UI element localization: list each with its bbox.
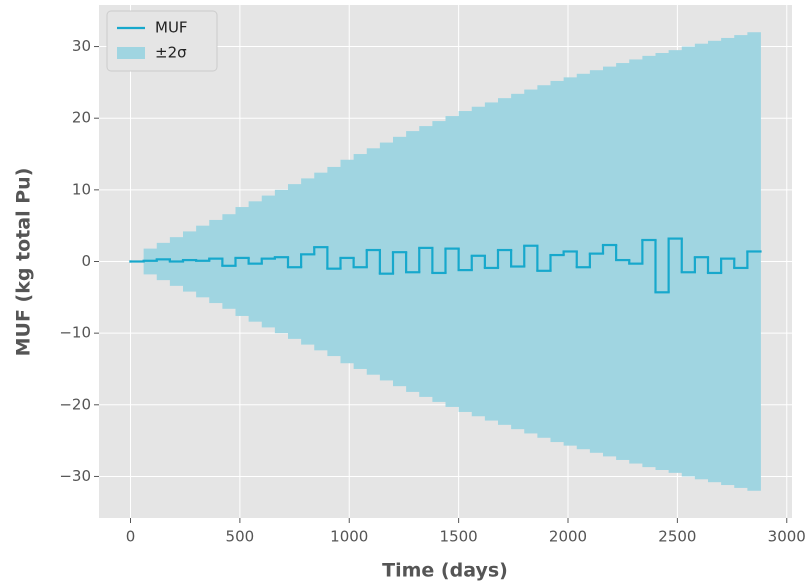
band-step (589, 70, 604, 453)
band-step (721, 37, 735, 486)
x-tick-label: 3000 (768, 528, 806, 546)
y-tick-label: −10 (59, 324, 91, 342)
band-step (458, 111, 473, 412)
band-step (642, 55, 656, 468)
x-tick-label: 2500 (658, 528, 696, 546)
band-step (235, 207, 250, 316)
band-step (484, 102, 499, 421)
y-tick-label: 10 (72, 180, 91, 198)
band-step (366, 148, 381, 375)
band-step (498, 98, 512, 425)
band-step (629, 59, 643, 464)
band-step (406, 131, 420, 392)
band-step (248, 201, 263, 322)
marks (129, 32, 762, 491)
band-step (183, 231, 197, 292)
band-step (603, 66, 617, 457)
band-step (576, 73, 591, 450)
band-step (563, 77, 578, 446)
band-step (524, 89, 538, 434)
band-step (445, 116, 460, 407)
band-step (288, 184, 302, 339)
band-step (222, 214, 236, 309)
band-step (209, 219, 223, 304)
y-tick-label: 20 (72, 109, 91, 127)
band-step (340, 159, 355, 364)
band-step (261, 195, 276, 328)
legend-label: ±2σ (155, 44, 187, 62)
band-step (616, 63, 630, 460)
x-tick-label: 500 (226, 528, 255, 546)
y-tick-label: 30 (72, 37, 91, 55)
band-step (550, 80, 565, 443)
band-step (432, 121, 446, 402)
band-step (353, 154, 368, 369)
y-axis-label: MUF (kg total Pu) (13, 168, 35, 357)
x-tick-label: 1500 (440, 528, 478, 546)
band-step (694, 43, 709, 480)
band-step (747, 32, 761, 491)
band-step (537, 85, 551, 438)
band-step (511, 93, 525, 430)
band-step (419, 126, 433, 397)
band-step (314, 172, 328, 351)
x-tick-label: 0 (126, 528, 136, 546)
band-step (379, 142, 394, 381)
band-step (708, 40, 722, 483)
legend-patch (117, 47, 145, 59)
band-step (393, 136, 407, 387)
band-step (655, 53, 670, 470)
y-tick-label: −30 (59, 467, 91, 485)
band-step (681, 46, 696, 477)
band-step (327, 166, 341, 357)
y-tick-label: −20 (59, 395, 91, 413)
band-step (274, 189, 289, 334)
y-tick-label: 0 (81, 252, 91, 270)
x-axis-label: Time (days) (382, 560, 508, 582)
x-tick-label: 1000 (330, 528, 368, 546)
band-step (734, 35, 748, 488)
legend-label: MUF (155, 19, 188, 37)
band-step (668, 50, 683, 473)
band-step (471, 106, 486, 417)
band-step (156, 242, 171, 281)
x-tick-label: 2000 (549, 528, 587, 546)
band-step (301, 178, 315, 345)
